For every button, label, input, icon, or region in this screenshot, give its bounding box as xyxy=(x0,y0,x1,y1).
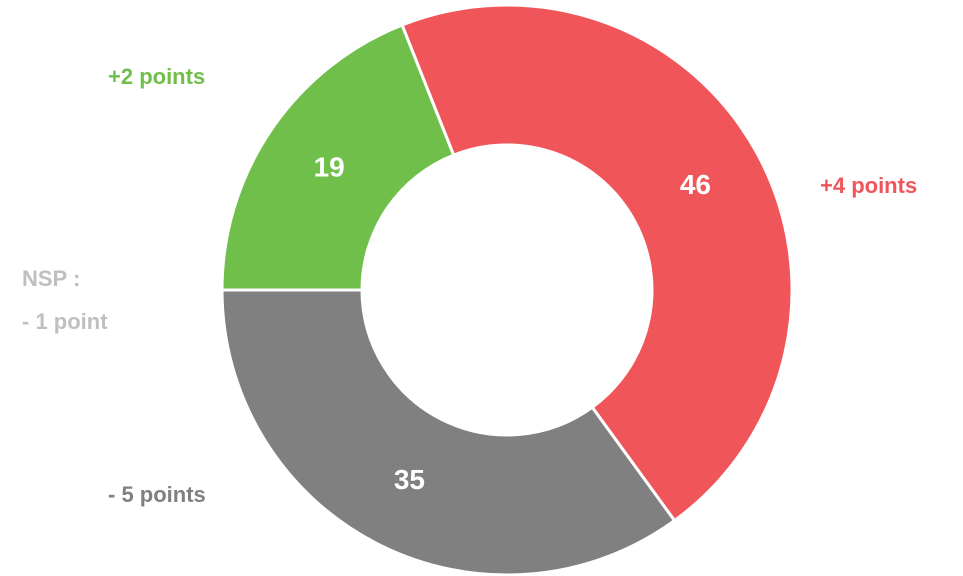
slice xyxy=(400,3,794,523)
slice-label: 46 xyxy=(680,169,711,200)
slice xyxy=(220,23,456,292)
slice xyxy=(220,288,677,576)
slice-label: 19 xyxy=(314,152,345,183)
annotation: +2 points xyxy=(108,64,205,89)
annotation: - 5 points xyxy=(108,482,206,507)
annotation: - 1 point xyxy=(22,309,108,334)
annotation: NSP : xyxy=(22,266,80,291)
annotation: +4 points xyxy=(820,173,917,198)
slice-label: 35 xyxy=(394,464,425,495)
